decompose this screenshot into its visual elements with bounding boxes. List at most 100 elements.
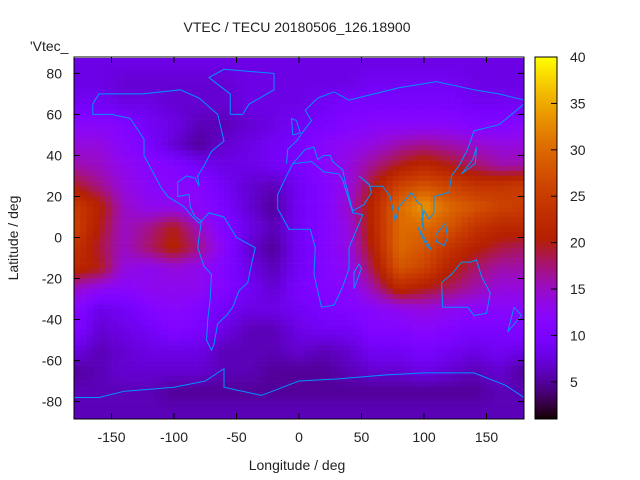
heatmap-cell <box>467 99 475 105</box>
heatmap-cell <box>80 375 87 382</box>
heatmap-cell <box>467 273 475 279</box>
heatmap-cell <box>511 370 519 377</box>
heatmap-cell <box>155 93 162 100</box>
heatmap-cell <box>486 355 494 361</box>
heatmap-cell <box>174 73 181 79</box>
heatmap-cell <box>161 411 169 418</box>
heatmap-cell <box>405 196 412 202</box>
heatmap-cell <box>511 278 519 284</box>
heatmap-cell <box>480 273 487 279</box>
heatmap-cell <box>211 58 219 64</box>
heatmap-cell <box>286 299 294 305</box>
heatmap-cell <box>267 68 275 74</box>
heatmap-cell <box>492 375 500 382</box>
heatmap-cell <box>511 124 519 131</box>
heatmap-cell <box>461 324 469 331</box>
heatmap-cell <box>267 340 275 346</box>
heatmap-cell <box>505 201 512 208</box>
heatmap-cell <box>155 288 162 295</box>
heatmap-cell <box>330 119 337 125</box>
heatmap-cell <box>105 93 112 100</box>
heatmap-cell <box>280 83 287 90</box>
heatmap-cell <box>174 324 181 331</box>
heatmap-cell <box>267 186 275 192</box>
heatmap-cell <box>455 237 462 243</box>
heatmap-cell <box>186 119 194 125</box>
heatmap-cell <box>274 242 281 249</box>
heatmap-cell <box>286 109 294 115</box>
heatmap-cell <box>330 288 337 295</box>
heatmap-cell <box>280 288 287 295</box>
heatmap-cell <box>211 124 219 131</box>
heatmap-cell <box>286 150 294 156</box>
heatmap-cell <box>167 406 175 413</box>
heatmap-cell <box>299 345 306 351</box>
heatmap-cell <box>186 411 194 418</box>
heatmap-cell <box>274 93 281 100</box>
heatmap-cell <box>330 114 337 120</box>
heatmap-cell <box>424 257 431 264</box>
heatmap-cell <box>392 109 400 115</box>
heatmap-cell <box>236 232 244 238</box>
heatmap-cell <box>211 88 219 95</box>
heatmap-cell <box>311 93 319 100</box>
heatmap-cell <box>417 119 425 125</box>
heatmap-cell <box>499 293 506 300</box>
heatmap-cell <box>349 299 356 305</box>
heatmap-cell <box>86 304 94 310</box>
heatmap-cell <box>80 222 87 228</box>
heatmap-cell <box>505 104 512 110</box>
heatmap-cell <box>236 191 244 197</box>
heatmap-cell <box>305 283 312 290</box>
heatmap-cell <box>111 401 119 407</box>
heatmap-cell <box>317 293 325 300</box>
heatmap-cell <box>342 406 350 413</box>
heatmap-cell <box>492 88 500 95</box>
heatmap-cell <box>442 360 450 366</box>
heatmap-cell <box>274 68 281 74</box>
heatmap-cell <box>405 391 412 397</box>
heatmap-cell <box>255 93 262 100</box>
heatmap-cell <box>149 155 156 161</box>
heatmap-cell <box>217 242 225 249</box>
heatmap-cell <box>86 288 94 295</box>
heatmap-cell <box>511 252 519 259</box>
heatmap-cell <box>305 370 312 377</box>
heatmap-cell <box>449 73 456 79</box>
heatmap-cell <box>117 237 125 243</box>
heatmap-cell <box>180 124 187 131</box>
heatmap-cell <box>230 104 237 110</box>
heatmap-cell <box>255 304 262 310</box>
heatmap-cell <box>142 78 150 84</box>
heatmap-cell <box>286 160 294 167</box>
heatmap-cell <box>255 99 262 105</box>
heatmap-cell <box>105 140 112 146</box>
heatmap-cell <box>224 222 231 228</box>
heatmap-cell <box>149 401 156 407</box>
heatmap-cell <box>199 99 206 105</box>
heatmap-cell <box>486 104 494 110</box>
heatmap-cell <box>99 386 106 392</box>
heatmap-cell <box>211 134 219 141</box>
heatmap-cell <box>442 345 450 351</box>
heatmap-cell <box>261 329 269 336</box>
heatmap-cell <box>155 304 162 310</box>
heatmap-cell <box>274 252 281 259</box>
heatmap-cell <box>499 227 506 233</box>
heatmap-cell <box>105 129 112 136</box>
heatmap-cell <box>399 283 406 290</box>
heatmap-cell <box>274 129 281 136</box>
heatmap-cell <box>330 401 337 407</box>
heatmap-cell <box>86 191 94 197</box>
heatmap-cell <box>130 73 137 79</box>
heatmap-cell <box>405 165 412 172</box>
heatmap-cell <box>292 381 300 387</box>
heatmap-cell <box>474 391 481 397</box>
heatmap-cell <box>161 381 169 387</box>
heatmap-cell <box>355 63 362 69</box>
heatmap-cell <box>442 365 450 372</box>
heatmap-cell <box>236 375 244 382</box>
heatmap-cell <box>124 175 131 182</box>
heatmap-cell <box>255 319 262 325</box>
heatmap-cell <box>461 129 469 136</box>
